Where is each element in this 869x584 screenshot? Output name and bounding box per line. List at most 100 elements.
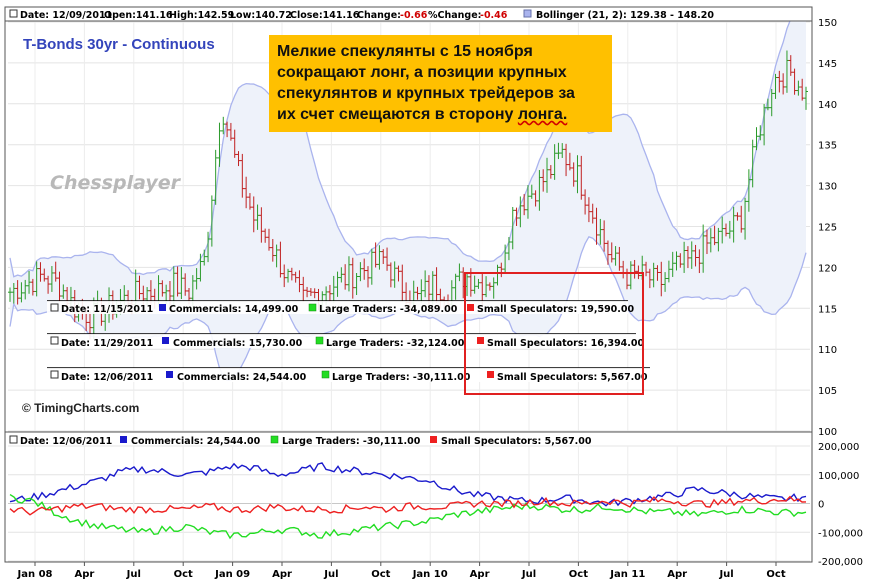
price-bar (765, 98, 770, 111)
price-bar (274, 244, 279, 268)
cot-row-2-checkbox[interactable] (50, 336, 59, 345)
price-bar (236, 151, 241, 167)
annotation-line-4a: их счет смещаются в сторону (277, 106, 518, 123)
price-bar (160, 280, 165, 297)
x-tick-label: Jul (521, 569, 536, 580)
price-bar (358, 262, 363, 282)
price-bar (331, 275, 336, 303)
price-bar (510, 206, 515, 250)
price-bar (537, 170, 542, 211)
price-bar (392, 261, 397, 288)
price-bar (38, 262, 43, 282)
price-bar (27, 270, 32, 294)
price-bar (594, 207, 599, 245)
price-bar (232, 129, 237, 158)
price-bar (251, 196, 256, 233)
cot-row-3-large-traders: Large Traders: -30,111.00 (332, 372, 471, 383)
price-bar (388, 262, 393, 288)
cot-row-2-commercials: Commercials: 15,730.00 (173, 338, 303, 349)
cot-row-1-large-swatch (308, 303, 317, 312)
cot-row-2-commercials-swatch (162, 337, 169, 344)
copyright-label: © TimingCharts.com (22, 401, 139, 415)
price-bar (746, 169, 751, 212)
price-bar (663, 272, 668, 292)
price-bar (792, 68, 797, 95)
lower-legend-large-swatch (270, 435, 279, 444)
lower-legend-small-speculators: Small Speculators: 5,567.00 (441, 436, 592, 447)
header-pct-label: %Change: (428, 10, 481, 21)
cot-lines (9, 462, 807, 540)
price-bar (571, 162, 576, 187)
header-pct-value: -0.46 (480, 10, 508, 21)
annotation-line-3: спекулянтов и крупных трейдеров за (277, 85, 575, 102)
price-bar (213, 149, 218, 205)
price-bar (727, 220, 732, 239)
price-bar (301, 276, 306, 302)
price-bar (560, 143, 565, 158)
lower-legend-checkbox[interactable] (9, 435, 18, 444)
price-bar (754, 127, 759, 151)
price-bar (712, 225, 717, 246)
price-bar (716, 227, 721, 252)
cot-row-3-small-speculators: Small Speculators: 5,567.00 (497, 372, 648, 383)
upper-y-tick-label: 105 (818, 386, 837, 397)
price-bar (266, 228, 271, 251)
price-bar (415, 286, 420, 300)
cot-row-1-commercials-swatch (159, 304, 166, 311)
upper-y-tick-label: 125 (818, 223, 837, 234)
price-bar (297, 270, 302, 293)
lower-y-tick-label: 0 (818, 500, 824, 511)
header-checkbox[interactable] (9, 9, 18, 18)
price-bar (659, 261, 664, 297)
price-bar (697, 249, 702, 274)
x-tick-label: Apr (272, 569, 292, 580)
price-bar (750, 139, 755, 188)
x-tick-label: Apr (470, 569, 490, 580)
upper-y-tick-label: 115 (818, 304, 837, 315)
annotation-line-2: сокращают лонг, а позиции крупных (277, 64, 567, 81)
price-bar (335, 271, 340, 297)
lower-legend-date: Date: 12/06/2011 (20, 436, 112, 447)
price-bar (430, 271, 435, 305)
x-tick-label: Apr (667, 569, 687, 580)
price-bar (15, 280, 20, 305)
price-bar (377, 245, 382, 270)
price-bar (209, 195, 214, 247)
price-bar (396, 265, 401, 282)
price-bar (327, 284, 332, 302)
x-tick-label: Oct (371, 569, 390, 580)
price-bar (385, 247, 390, 271)
price-bar (484, 276, 489, 298)
price-bar (796, 80, 801, 96)
bollinger-upper-line (9, 8, 807, 278)
header-close: Close:141.16 (290, 10, 360, 21)
x-tick-label: Jan 11 (609, 569, 645, 580)
price-bar (354, 273, 359, 295)
lower-y-axis: -200,000 -100,000 0 100,000 200,000 (818, 442, 863, 568)
price-bar (434, 267, 439, 303)
cot-row-1-checkbox[interactable] (50, 303, 59, 312)
price-bar (194, 268, 199, 290)
price-bar (423, 270, 428, 298)
price-bar (400, 264, 405, 302)
cot-series-commercials (9, 462, 807, 507)
annotation-line-4: их счет смещаются в сторону лонга. (277, 104, 604, 125)
cot-row-3-checkbox[interactable] (50, 370, 59, 379)
upper-y-tick-label: 150 (818, 18, 837, 29)
highlight-box (464, 272, 644, 395)
price-bar (202, 249, 207, 266)
cot-row-2: Date: 11/29/2011 Commercials: 15,730.00 … (47, 333, 645, 349)
price-bar (487, 282, 492, 291)
price-bar (49, 266, 54, 292)
price-bar (217, 122, 222, 167)
header-open: Open:141.16 (104, 10, 173, 21)
upper-y-tick-label: 145 (818, 59, 837, 70)
price-bar (247, 193, 252, 210)
price-bar (670, 251, 675, 277)
lower-legend: Date: 12/06/2011 Commercials: 24,544.00 … (9, 435, 592, 447)
price-bar (644, 261, 649, 277)
x-tick-label: Jan 10 (412, 569, 448, 580)
price-bar (61, 284, 66, 299)
price-bar (567, 152, 572, 171)
cot-row-2-date: Date: 11/29/2011 (61, 338, 153, 349)
